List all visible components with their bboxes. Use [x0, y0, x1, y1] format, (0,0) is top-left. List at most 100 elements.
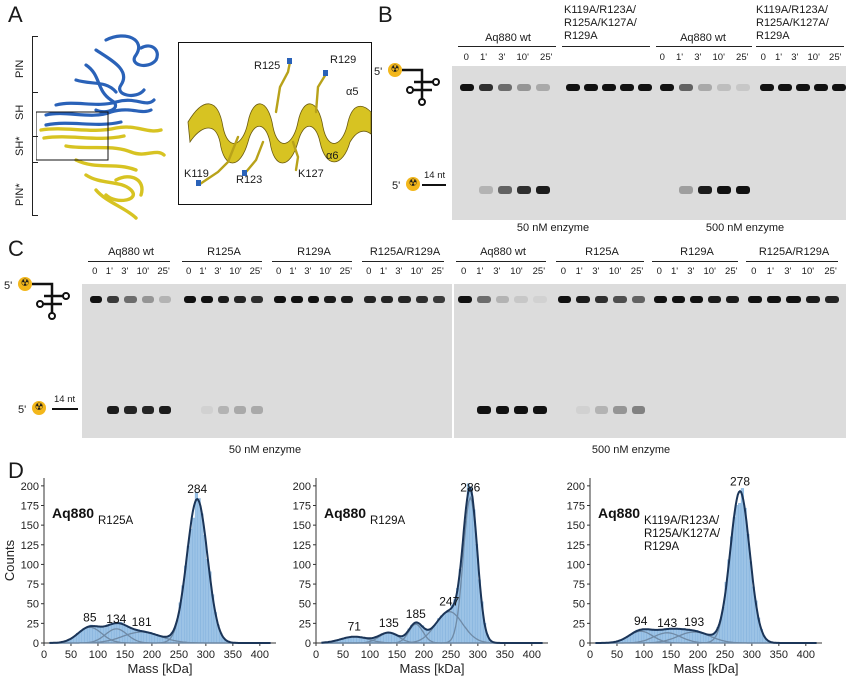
x-tick-label: 400 — [523, 649, 541, 661]
y-tick-label: 125 — [567, 540, 585, 552]
chart-subtitle: R129A — [644, 541, 679, 553]
c-time-label: 0 — [460, 266, 467, 277]
c-full-band — [767, 296, 782, 303]
b-full-band — [460, 84, 474, 91]
x-tick-label: 50 — [337, 649, 349, 661]
x-tick-label: 400 — [797, 649, 815, 661]
x-axis-label: Mass [kDa] — [673, 661, 738, 676]
c-full-band — [324, 296, 337, 303]
histogram-bar — [439, 615, 443, 644]
c-time-label: 1' — [766, 266, 774, 277]
protein-structure — [36, 34, 166, 220]
c-full-band — [576, 296, 590, 303]
b-group-line-1 — [458, 46, 556, 47]
c-time-label: 25' — [157, 266, 170, 277]
c-time-label: 25' — [824, 266, 837, 277]
c-full-band — [690, 296, 703, 303]
zoom-box — [36, 111, 109, 161]
inset-label-k119: K119 — [184, 168, 209, 180]
b-product-band — [736, 186, 750, 194]
gaussian-fit-total — [49, 497, 271, 644]
histogram-bar — [86, 627, 91, 644]
histogram-bar — [426, 629, 430, 644]
b-full-band — [832, 84, 846, 91]
c-time-label: 10' — [136, 266, 150, 277]
peak-label: 247 — [439, 595, 459, 609]
histogram-bar — [673, 628, 677, 644]
inset-label-r129: R129 — [330, 54, 357, 66]
y-tick-label: 75 — [299, 579, 311, 591]
y-tick-label: 150 — [293, 520, 311, 532]
y-tick-label: 125 — [293, 540, 311, 552]
chart-subtitle: K119A/R123A/ — [644, 515, 720, 527]
c-time-label: 25' — [630, 266, 644, 277]
y-tick-label: 50 — [27, 599, 39, 611]
c-time-label: 1' — [671, 266, 679, 277]
b-full-band — [536, 84, 550, 91]
c-time-label: 25' — [249, 266, 263, 277]
c-group-label: R125A/R129A — [369, 246, 441, 258]
histogram-bar — [740, 488, 744, 644]
y-tick-label: 150 — [567, 520, 585, 532]
c-time-labels: 0 1' 3' 10' 25' — [556, 266, 648, 277]
b-group-line-2 — [562, 46, 650, 47]
c-gel-50nm — [82, 284, 452, 438]
c-time-label: 0 — [656, 266, 662, 277]
c-product-band — [158, 406, 171, 414]
b-full-band — [620, 84, 634, 91]
c-full-band — [514, 296, 529, 303]
c-full-band — [290, 296, 303, 303]
c-time-label: 10' — [703, 266, 716, 277]
b-group-label-1: Aq880 wt — [485, 32, 531, 44]
x-tick-label: 300 — [743, 649, 761, 661]
b-gel-50nm — [452, 66, 652, 220]
c-product-band — [124, 406, 137, 414]
histogram-bar — [113, 623, 118, 644]
y-tick-label: 0 — [579, 638, 585, 650]
c-product-band — [200, 406, 213, 414]
c-group-line — [272, 261, 352, 262]
mass-photometry-charts: 0 50 100 150 200 250 300 350 4000255075100125150… — [2, 474, 822, 676]
b-product-band — [479, 186, 493, 194]
y-tick-label: 75 — [27, 579, 39, 591]
inset-label-a6: α6 — [326, 150, 339, 162]
c-full-band — [708, 296, 721, 303]
inset-label-k127: K127 — [298, 168, 324, 180]
histogram-bar — [205, 559, 209, 644]
c-time-labels: 0 1' 3' 10' 25' — [182, 266, 266, 277]
peak-label: 193 — [684, 615, 704, 629]
histogram-bar — [703, 633, 707, 644]
c-full-band — [398, 296, 411, 303]
y-tick-label: 150 — [21, 520, 39, 532]
b-full-band — [479, 84, 493, 91]
peak-label: 284 — [187, 482, 207, 496]
histogram-bar — [143, 631, 147, 644]
y-tick-label: 25 — [573, 618, 585, 630]
c-product-band — [217, 406, 230, 414]
c-time-label: 10' — [801, 266, 815, 277]
b-time-labels-1: 0 1' 3' 10' 25' — [463, 52, 553, 63]
x-tick-label: 100 — [361, 649, 379, 661]
c-full-band — [307, 296, 320, 303]
x-tick-label: 350 — [770, 649, 788, 661]
c-prime5-bottom: 5' — [18, 404, 27, 416]
y-tick-label: 25 — [299, 618, 311, 630]
b-nt-label: 14 nt — [424, 170, 446, 181]
histogram-bar — [738, 503, 742, 644]
x-tick-label: 200 — [689, 649, 707, 661]
b-full-band — [717, 84, 731, 91]
x-tick-label: 250 — [716, 649, 734, 661]
b-group-label-2: K119A/R123A/ R125A/K127A/ R129A — [564, 4, 637, 42]
b-full-band — [736, 84, 750, 91]
histogram-bar — [189, 528, 193, 644]
c-time-label: 3' — [395, 266, 403, 277]
x-tick-label: 250 — [170, 649, 188, 661]
b-full-band — [698, 84, 712, 91]
c-full-band — [124, 296, 137, 303]
c-group-line — [88, 261, 170, 262]
histogram-bar — [686, 629, 691, 644]
c-time-label: 1' — [476, 266, 484, 277]
histogram-bar — [431, 627, 435, 644]
histogram-bar — [657, 629, 661, 644]
domain-label-pin-star: PIN* — [14, 183, 26, 206]
